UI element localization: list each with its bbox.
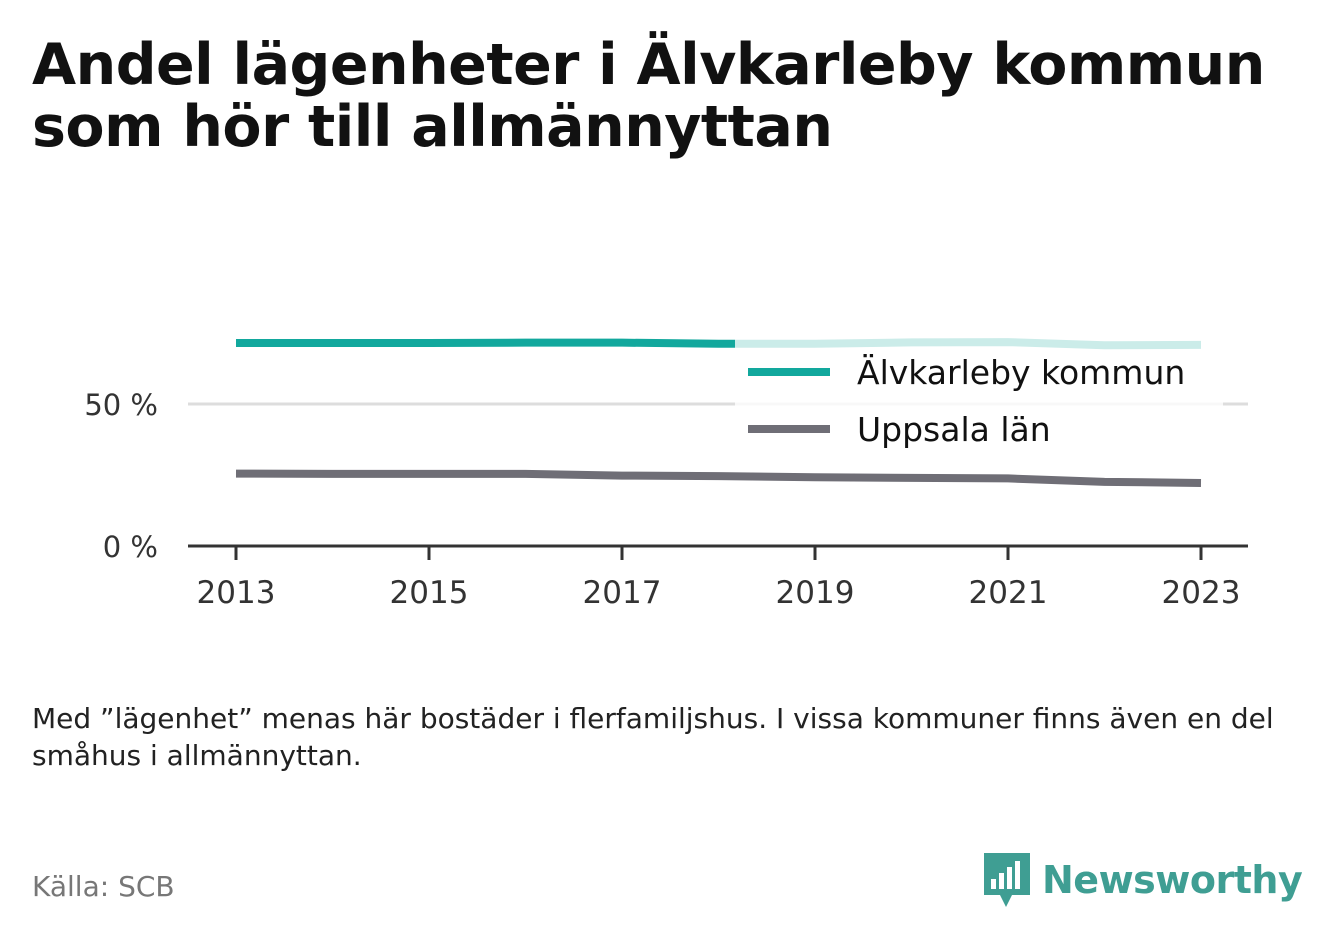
y-tick-label: 0 % xyxy=(103,530,158,564)
x-tick-label: 2019 xyxy=(776,575,855,611)
legend-box xyxy=(735,338,1223,460)
newsworthy-logo-icon xyxy=(984,853,1030,907)
x-tick-label: 2015 xyxy=(390,575,469,611)
legend-label: Uppsala län xyxy=(857,410,1051,449)
source-label: Källa: SCB xyxy=(32,870,175,903)
x-axis: 2013 2015 2017 2019 2021 2023 xyxy=(188,544,1248,611)
x-tick-label: 2023 xyxy=(1162,575,1241,611)
x-tick-label: 2013 xyxy=(197,575,276,611)
y-axis: 0 % 50 % xyxy=(84,388,158,564)
brand-logo: Newsworthy xyxy=(982,852,1303,908)
y-tick-label: 50 % xyxy=(84,388,158,422)
x-tick-label: 2021 xyxy=(969,575,1048,611)
x-tick-label: 2017 xyxy=(583,575,662,611)
legend-label: Älvkarleby kommun xyxy=(857,353,1185,392)
line-chart: 0 % 50 % 2013 2015 2017 2019 2021 2023 Älvkarl… xyxy=(84,338,1248,611)
chart-note: Med ”lägenhet” menas här bostäder i fler… xyxy=(32,702,1274,772)
chart-title: Andel lägenheter i Älvkarleby kommun som… xyxy=(32,32,1265,160)
series-line xyxy=(235,469,1202,487)
legend: Älvkarleby kommun Uppsala län xyxy=(735,338,1223,460)
brand-name: Newsworthy xyxy=(1042,858,1303,902)
